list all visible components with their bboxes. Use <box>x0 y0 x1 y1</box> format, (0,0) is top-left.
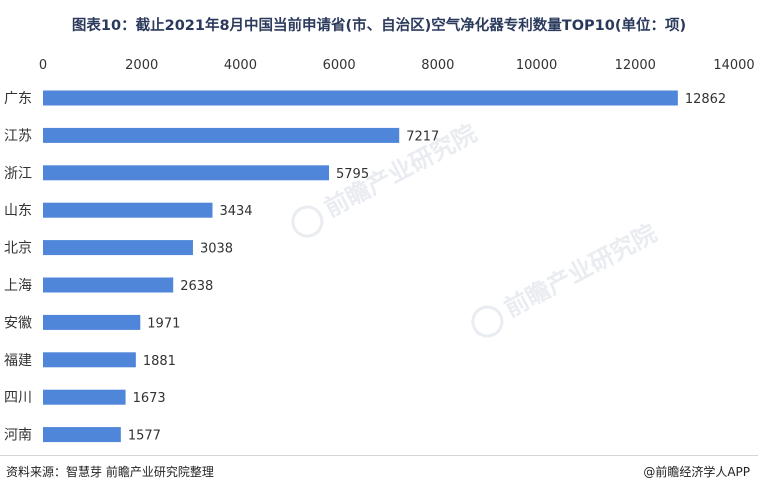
category-label: 福建 <box>4 353 32 369</box>
data-label: 1577 <box>128 429 161 444</box>
category-label: 安徽 <box>4 315 32 331</box>
category-label: 山东 <box>4 203 32 219</box>
data-label: 3038 <box>200 242 233 257</box>
bar <box>43 314 141 330</box>
data-label: 2638 <box>180 279 213 294</box>
bar <box>43 389 126 405</box>
chart-title: 图表10：截止2021年8月中国当前申请省(市、自治区)空气净化器专利数量TOP… <box>71 18 687 34</box>
category-label: 上海 <box>4 278 32 294</box>
bar <box>43 127 400 143</box>
category-label: 江苏 <box>4 128 32 144</box>
x-tick-label: 0 <box>39 58 47 73</box>
data-label: 12862 <box>685 92 726 107</box>
bar <box>43 90 678 106</box>
category-label: 四川 <box>4 390 32 406</box>
bar <box>43 240 193 256</box>
data-label: 3434 <box>219 204 252 219</box>
data-label: 1971 <box>147 316 180 331</box>
bar <box>43 165 330 181</box>
data-label: 1881 <box>143 354 176 369</box>
bar <box>43 352 136 368</box>
x-tick-label: 4000 <box>224 58 257 73</box>
x-tick-label: 8000 <box>421 58 454 73</box>
category-label: 河南 <box>4 428 32 444</box>
category-label: 广东 <box>4 91 32 107</box>
category-label: 浙江 <box>4 166 32 182</box>
bar <box>43 277 174 293</box>
footer-divider <box>0 455 758 456</box>
bar-chart: 0 2000 4000 6000 8000 10000 12000 14000 广东 12862 江… <box>4 58 755 444</box>
data-label: 1673 <box>133 391 166 406</box>
publisher-credit: @前瞻经济学人APP <box>643 465 750 479</box>
data-label: 7217 <box>406 129 439 144</box>
bar <box>43 202 213 218</box>
source-note: 资料来源：智慧芽 前瞻产业研究院整理 <box>6 465 214 479</box>
x-tick-label: 12000 <box>615 58 656 73</box>
x-tick-label: 10000 <box>516 58 557 73</box>
category-label: 北京 <box>4 241 32 257</box>
data-label: 5795 <box>336 167 369 182</box>
x-tick-label: 2000 <box>125 58 158 73</box>
x-tick-label: 6000 <box>323 58 356 73</box>
x-tick-label: 14000 <box>713 58 754 73</box>
bar <box>43 427 121 443</box>
